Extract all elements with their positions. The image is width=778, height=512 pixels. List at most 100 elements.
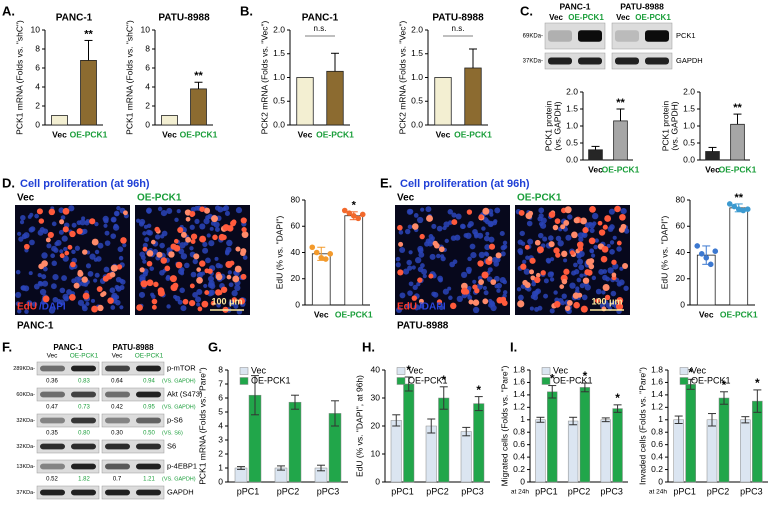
bar <box>567 420 579 483</box>
nucleus-dapi <box>37 272 42 278</box>
nucleus-edu <box>602 224 608 230</box>
nucleus-dapi <box>616 246 622 252</box>
lane-label: Vec <box>112 353 124 360</box>
section-heading: Cell proliferation (at 96h) <box>400 178 530 190</box>
cell-line: PATU-8988 <box>112 343 154 352</box>
blot-band <box>136 391 161 398</box>
nucleus-edu <box>536 246 544 254</box>
nucleus-dapi <box>612 235 617 240</box>
blot-band <box>645 57 669 65</box>
nucleus-dapi <box>553 290 558 295</box>
nucleus-edu <box>241 226 247 233</box>
y-axis-label: PCK2 mRNA (Folds vs. "Vec") <box>397 20 407 134</box>
nucleus-dapi <box>226 239 233 247</box>
panel-label: G. <box>208 339 222 354</box>
nucleus-dapi <box>547 271 554 278</box>
y-axis-label: PCK1 mRNA (Folds vs. "shC") <box>14 20 24 135</box>
nucleus-edu <box>472 284 478 290</box>
nucleus-dapi <box>581 294 588 301</box>
nucleus-dapi <box>555 235 562 242</box>
nucleus-edu <box>560 224 566 230</box>
nucleus-dapi <box>114 295 120 300</box>
nucleus-edu <box>68 294 76 301</box>
bar <box>718 397 730 483</box>
nucleus-dapi <box>419 303 425 309</box>
nucleus-edu <box>91 305 98 313</box>
y-tick-label: 40 <box>291 247 301 257</box>
quant-value: 0.30 <box>111 431 123 437</box>
nucleus-dapi <box>15 269 21 275</box>
nucleus-edu <box>529 269 535 275</box>
y-tick-label: 0 <box>680 299 685 309</box>
quant-reference: (VS. GAPDH) <box>162 476 196 482</box>
y-tick-label: 0.0 <box>411 119 423 129</box>
lane-label: OE-PCK1 <box>135 353 164 360</box>
significance: ** <box>194 70 203 82</box>
nucleus-dapi <box>408 250 413 255</box>
bar <box>288 401 302 483</box>
y-tick-label: 1.4 <box>513 389 525 399</box>
nucleus-dapi <box>104 240 111 246</box>
protein: p-4EBP1 <box>167 461 197 470</box>
lane-label: OE-PCK1 <box>70 353 99 360</box>
bar <box>434 77 452 126</box>
marker: 60KDa- <box>16 392 35 398</box>
blot-band <box>548 30 572 42</box>
nucleus-edu <box>91 238 99 246</box>
nucleus-dapi <box>24 309 29 314</box>
nucleus-edu <box>495 252 502 259</box>
y-tick-label: 0.5 <box>566 137 578 147</box>
nucleus-dapi <box>176 208 181 214</box>
nucleus-dapi <box>483 290 489 296</box>
nucleus-dapi <box>39 288 47 296</box>
nucleus-dapi <box>166 304 171 309</box>
marker: 289KDa- <box>13 366 35 372</box>
marker: 37KDa- <box>16 490 35 496</box>
nucleus-dapi <box>195 296 202 303</box>
nucleus-edu <box>466 209 473 215</box>
nucleus-dapi <box>196 288 203 295</box>
data-point <box>703 254 710 261</box>
bar <box>80 60 97 126</box>
nucleus-dapi <box>28 227 35 233</box>
nucleus-edu <box>240 217 247 224</box>
nucleus-dapi <box>477 232 484 239</box>
chart-title: PATU-8988 <box>158 13 210 24</box>
nucleus-dapi <box>50 283 57 290</box>
nucleus-edu <box>146 260 153 267</box>
protein: GAPDH <box>167 487 194 496</box>
nucleus-dapi <box>89 253 96 260</box>
nucleus-dapi <box>41 280 49 287</box>
nucleus-dapi <box>231 290 238 297</box>
bar <box>740 419 751 483</box>
nucleus-dapi <box>90 298 96 303</box>
y-tick-label: 1.5 <box>566 103 578 113</box>
y-axis-label: (vs. GAPDH) <box>669 101 679 150</box>
nucleus-dapi <box>537 305 543 311</box>
x-tick-label: pPC1 <box>535 486 558 496</box>
x-tick-label: Vec <box>52 129 67 139</box>
quant-reference: (VS. GAPDH) <box>162 404 196 410</box>
nucleus-edu <box>23 243 30 250</box>
significance: * <box>615 391 620 405</box>
y-tick-label: 2 <box>35 100 40 110</box>
nucleus-dapi <box>159 242 165 249</box>
nucleus-dapi <box>407 224 413 230</box>
y-tick-label: 4 <box>218 420 223 430</box>
blot-band <box>136 365 161 372</box>
nucleus-edu <box>203 207 211 214</box>
data-point <box>726 201 733 207</box>
nucleus-edu <box>217 290 223 296</box>
nucleus-edu <box>102 275 109 282</box>
nucleus-dapi <box>523 268 530 275</box>
bar <box>161 115 178 126</box>
nucleus-dapi <box>408 281 414 287</box>
nucleus-edu <box>482 207 490 215</box>
bar <box>403 383 415 483</box>
nucleus-edu <box>561 278 568 285</box>
nucleus-dapi <box>97 242 104 249</box>
nucleus-dapi <box>32 301 38 307</box>
nucleus-dapi <box>51 260 57 267</box>
y-tick-label: 0.2 <box>513 464 525 474</box>
y-axis-label: PCK1 protein <box>660 100 670 151</box>
